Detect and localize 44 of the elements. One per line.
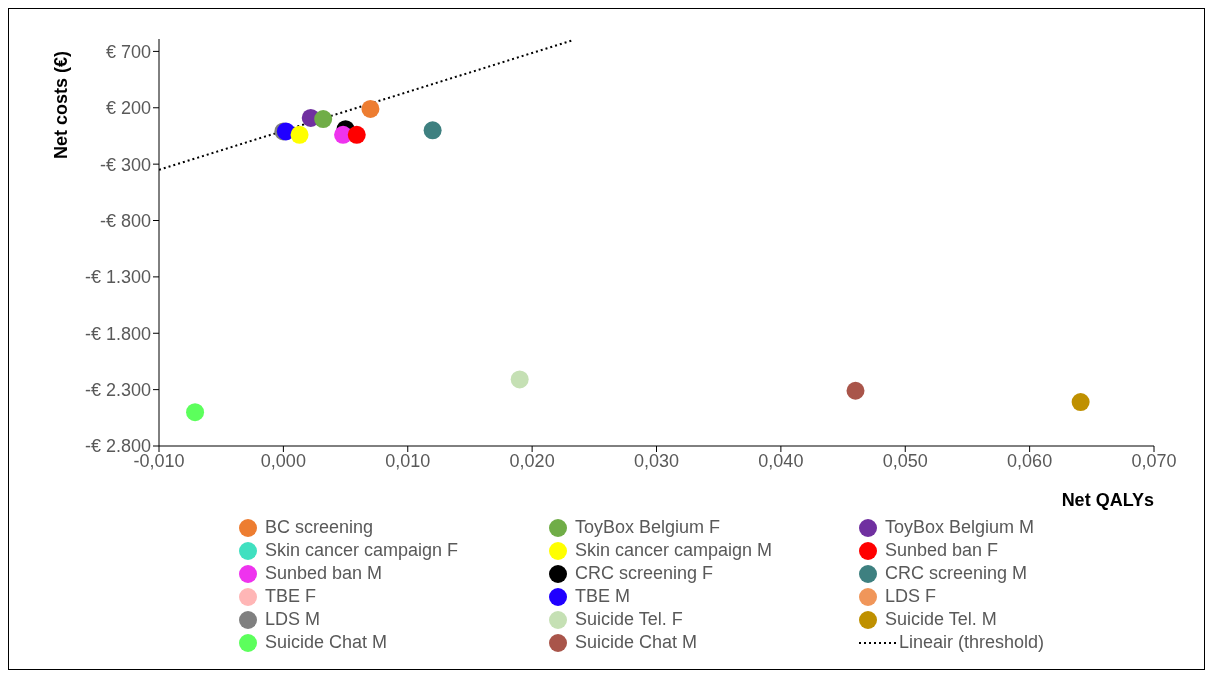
x-tick-label: 0,060 [1007,450,1053,471]
y-tick-label: -€ 300 [99,154,151,175]
legend-label: ToyBox Belgium M [885,516,1035,539]
legend-label: LDS M [265,608,321,631]
legend-label: Lineair (threshold) [899,631,1045,654]
legend-label: Suicide Chat M [265,631,388,654]
y-tick-label: -€ 800 [99,210,151,231]
legend-label: Skin cancer campaign M [575,539,773,562]
legend-label: Skin cancer campaign F [265,539,459,562]
x-tick-label: 0,010 [385,450,431,471]
legend-label: Suicide Chat M [575,631,698,654]
legend-label: TBE F [265,585,317,608]
x-tick-label: 0,070 [1131,450,1177,471]
legend-label: BC screening [265,516,374,539]
point [290,125,309,144]
x-tick-label: 0,020 [509,450,555,471]
x-tick-label: 0,030 [633,450,680,471]
point [846,381,865,400]
y-axis-title: Net costs (€) [50,50,71,159]
x-tick-label: 0,040 [758,450,804,471]
legend-label: Sunbed ban M [265,562,383,585]
legend-label: Suicide Tel. F [575,608,683,631]
x-axis-title: Net QALYs [1061,490,1154,510]
legend-label: CRC screening F [575,562,714,585]
legend-label: ToyBox Belgium F [575,516,721,539]
point [1071,393,1090,412]
point [186,403,205,422]
y-tick-label: € 200 [105,98,151,119]
legend-label: LDS F [885,585,937,608]
point [361,99,380,118]
legend-label: Sunbed ban F [885,539,999,562]
point [347,125,366,144]
y-tick-label: -€ 1.300 [84,267,151,288]
legend-label: TBE M [575,585,631,608]
point [314,110,333,129]
point [510,370,529,389]
legend-label: Suicide Tel. M [885,608,997,631]
legend-label: CRC screening M [885,562,1028,585]
y-tick-label: -€ 1.800 [84,323,151,344]
x-tick-label: 0,000 [260,450,306,471]
x-tick-label: 0,050 [882,450,928,471]
y-tick-label: -€ 2.300 [84,380,151,401]
point [423,121,442,140]
y-tick-label: € 700 [105,41,151,62]
